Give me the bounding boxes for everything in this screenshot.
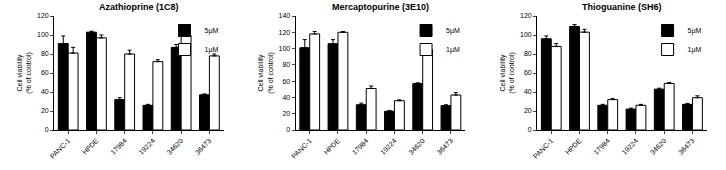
svg-text:5µM: 5µM [446,27,460,35]
svg-text:17984: 17984 [109,137,128,156]
svg-text:5µM: 5µM [688,27,702,35]
svg-text:100: 100 [520,31,532,38]
svg-text:34620: 34620 [166,137,185,156]
svg-text:1µM: 1µM [446,46,460,54]
svg-text:HPDE: HPDE [322,137,341,156]
svg-text:140: 140 [279,12,291,19]
svg-text:Thioguanine (SH6): Thioguanine (SH6) [582,2,662,12]
svg-text:40: 40 [524,88,532,95]
svg-text:5µM: 5µM [205,27,219,35]
svg-text:PANC-1: PANC-1 [532,137,555,160]
svg-text:34620: 34620 [407,137,426,156]
svg-text:0: 0 [286,126,290,133]
svg-text:Mercaptopurine (3E10): Mercaptopurine (3E10) [332,2,429,12]
svg-text:80: 80 [282,61,290,68]
svg-text:Cell viability(% of control): Cell viability(% of control) [499,52,516,94]
svg-text:120: 120 [37,12,49,19]
svg-text:36473: 36473 [677,137,696,156]
svg-text:PANC-1: PANC-1 [49,137,72,160]
svg-text:PANC-1: PANC-1 [290,137,313,160]
svg-text:19224: 19224 [137,137,156,156]
svg-text:Cell viability(% of control): Cell viability(% of control) [16,52,33,94]
svg-text:19224: 19224 [379,137,398,156]
svg-text:34620: 34620 [649,137,668,156]
svg-text:60: 60 [41,69,49,76]
svg-text:17984: 17984 [351,137,370,156]
svg-text:20: 20 [524,107,532,114]
svg-text:17984: 17984 [592,137,611,156]
svg-text:100: 100 [37,31,49,38]
svg-text:120: 120 [279,29,291,36]
svg-text:0: 0 [45,126,49,133]
svg-text:80: 80 [524,50,532,57]
svg-text:120: 120 [520,12,532,19]
svg-text:HPDE: HPDE [564,137,583,156]
svg-text:60: 60 [524,69,532,76]
svg-text:40: 40 [282,94,290,101]
svg-text:Azathioprine (1C8): Azathioprine (1C8) [99,2,179,12]
svg-text:36473: 36473 [194,137,213,156]
svg-text:0: 0 [528,126,532,133]
svg-text:19224: 19224 [620,137,639,156]
svg-text:HPDE: HPDE [81,137,100,156]
svg-text:40: 40 [41,88,49,95]
svg-text:20: 20 [282,110,290,117]
svg-text:80: 80 [41,50,49,57]
svg-text:100: 100 [279,45,291,52]
svg-text:60: 60 [282,78,290,85]
svg-text:1µM: 1µM [688,46,702,54]
svg-text:Cell viability(% of control): Cell viability(% of control) [257,52,274,94]
svg-text:20: 20 [41,107,49,114]
svg-text:36473: 36473 [435,137,454,156]
svg-text:1µM: 1µM [205,46,219,54]
